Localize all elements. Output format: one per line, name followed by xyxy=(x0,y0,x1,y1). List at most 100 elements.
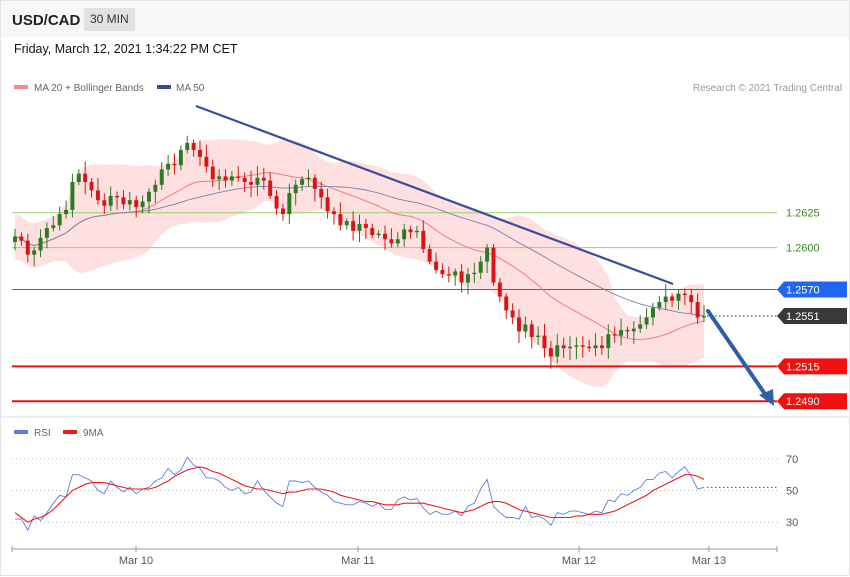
candle-body xyxy=(268,180,273,196)
candle xyxy=(357,214,362,243)
candle xyxy=(121,190,126,210)
candle xyxy=(312,174,317,202)
candle-body xyxy=(644,317,649,325)
candle-body xyxy=(32,250,37,255)
candle-body xyxy=(478,261,483,273)
candle-body xyxy=(293,184,298,194)
candle xyxy=(363,218,368,239)
candle xyxy=(427,244,432,265)
candle xyxy=(210,159,215,187)
candle-body xyxy=(19,236,24,241)
candle-body xyxy=(370,228,375,236)
ma50-legend-label: MA 50 xyxy=(176,83,205,94)
candle-body xyxy=(300,179,305,185)
candle-body xyxy=(210,166,215,180)
candle xyxy=(485,244,490,273)
candle xyxy=(529,320,534,349)
candle-body xyxy=(497,282,502,297)
candle-body xyxy=(166,163,171,170)
candle-body xyxy=(242,177,247,182)
candle xyxy=(619,318,624,346)
candle xyxy=(287,183,292,225)
candle-body xyxy=(568,346,573,349)
symbol-title: USD/CAD xyxy=(12,12,81,29)
candle xyxy=(504,293,509,320)
candle-body xyxy=(689,295,694,303)
candle xyxy=(523,316,528,339)
candle xyxy=(676,289,681,310)
candle xyxy=(510,303,515,324)
rsi-tick-label-50: 50 xyxy=(786,486,798,498)
candle xyxy=(536,326,541,345)
candle-body xyxy=(574,345,579,347)
candle xyxy=(587,339,592,352)
candle-body xyxy=(523,324,528,332)
candle-body xyxy=(159,169,164,185)
candle xyxy=(517,309,521,344)
candle xyxy=(51,216,56,232)
candle-body xyxy=(414,230,419,233)
rsi-legend-swatch xyxy=(14,430,28,434)
candle xyxy=(351,211,356,241)
ma50-line xyxy=(14,185,705,317)
candle-body xyxy=(504,296,509,311)
candle-body xyxy=(587,346,592,349)
candle xyxy=(695,293,700,325)
candle xyxy=(166,155,171,177)
candle xyxy=(319,181,324,209)
candle xyxy=(44,222,49,249)
rsi-lines xyxy=(14,456,777,532)
candle-body xyxy=(663,296,668,303)
candle xyxy=(108,186,113,212)
candle-body xyxy=(351,221,356,231)
candle-body xyxy=(650,307,655,318)
candle xyxy=(402,223,407,247)
candle xyxy=(249,170,254,198)
candle-body xyxy=(682,293,687,296)
candle-body xyxy=(548,348,553,357)
candle xyxy=(478,256,483,280)
candle xyxy=(25,233,30,263)
candle xyxy=(280,203,285,221)
rsi-legend-label: RSI xyxy=(34,428,51,439)
candle-body xyxy=(580,345,585,347)
rsi-grid: 30 50 70 xyxy=(12,454,798,529)
candle-body xyxy=(236,176,241,178)
candle-body xyxy=(376,233,381,236)
candle-body xyxy=(44,228,49,238)
level-label-1.2551: 1.2551 xyxy=(786,311,820,323)
candle-body xyxy=(517,317,521,332)
x-tick-label-Mar 11: Mar 11 xyxy=(341,555,374,567)
candle xyxy=(102,193,107,214)
candle xyxy=(83,161,88,195)
candle xyxy=(414,225,419,238)
candle-body xyxy=(599,345,604,349)
rsi-ma-legend-swatch xyxy=(63,430,77,434)
level-labels: 1.2625 1.2600 1.2570 1.2551 1.2515 1.2490 xyxy=(777,208,847,410)
candle-body xyxy=(83,173,88,182)
candle-body xyxy=(325,197,330,212)
candlesticks xyxy=(13,135,706,369)
candle-body xyxy=(198,149,202,157)
candle xyxy=(204,144,209,173)
candle xyxy=(491,244,496,286)
candle-body xyxy=(312,177,317,189)
level-tag-1.2570 xyxy=(777,281,847,298)
bollinger-band-area xyxy=(15,139,704,387)
candle-body xyxy=(676,293,681,301)
candle xyxy=(465,268,470,295)
candle-body xyxy=(542,335,547,349)
candle xyxy=(191,139,196,157)
candle xyxy=(383,225,387,251)
rsi-tick-label-70: 70 xyxy=(786,454,798,466)
candle xyxy=(702,305,706,322)
timeframe-badge[interactable]: 30 MIN xyxy=(84,8,135,31)
candle xyxy=(440,263,445,279)
candle-body xyxy=(51,225,56,229)
candle xyxy=(593,333,598,357)
forecast-arrow xyxy=(706,309,774,406)
candle-body xyxy=(593,345,598,349)
candle xyxy=(134,195,139,218)
